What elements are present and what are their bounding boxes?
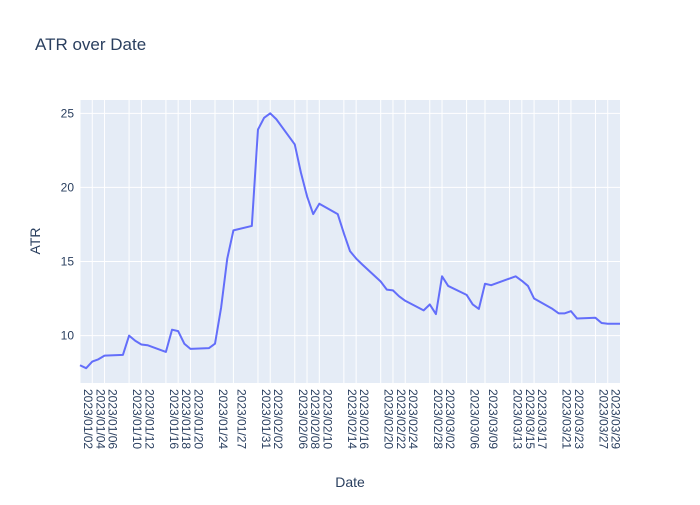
series-line-0 <box>79 112 620 370</box>
x-tick-label: 2023/03/02 <box>443 389 457 449</box>
y-tick-label: 20 <box>61 180 75 194</box>
y-axis-ticks: 10 15 20 25 <box>61 106 75 342</box>
x-tick-label: 2023/01/06 <box>106 389 120 449</box>
x-tick-label: 2023/01/31 <box>259 389 273 449</box>
x-tick-label: 2023/01/02 <box>81 389 95 449</box>
x-tick-label: 2023/01/04 <box>93 389 107 449</box>
x-tick-label: 2023/01/18 <box>179 389 193 449</box>
x-tick-label: 2023/03/27 <box>596 389 610 449</box>
x-tick-label: 2023/01/27 <box>234 389 248 449</box>
x-tick-label: 2023/02/28 <box>431 389 445 449</box>
series-layer <box>79 112 620 370</box>
x-tick-label: 2023/02/24 <box>406 389 420 449</box>
x-tick-label: 2023/02/06 <box>296 389 310 449</box>
y-tick-label: 10 <box>61 329 75 343</box>
x-tick-label: 2023/02/22 <box>394 389 408 449</box>
x-tick-label: 2023/02/10 <box>320 389 334 449</box>
chart-title: ATR over Date <box>35 35 146 54</box>
gridlines <box>79 100 620 383</box>
x-tick-label: 2023/03/09 <box>486 389 500 449</box>
x-tick-label: 2023/02/16 <box>357 389 371 449</box>
x-axis-title: Date <box>335 474 365 490</box>
x-tick-label: 2023/01/20 <box>191 389 205 449</box>
x-tick-label: 2023/03/29 <box>609 389 623 449</box>
x-tick-label: 2023/01/16 <box>167 389 181 449</box>
y-tick-label: 15 <box>61 255 75 269</box>
x-tick-label: 2023/03/17 <box>535 389 549 449</box>
x-tick-label: 2023/03/15 <box>523 389 537 449</box>
y-axis-title: ATR <box>27 228 43 255</box>
x-tick-label: 2023/01/24 <box>216 389 230 449</box>
x-tick-label: 2023/03/13 <box>511 389 525 449</box>
x-tick-label: 2023/03/21 <box>560 389 574 449</box>
x-tick-label: 2023/01/10 <box>130 389 144 449</box>
x-tick-label: 2023/01/12 <box>142 389 156 449</box>
x-tick-label: 2023/02/08 <box>308 389 322 449</box>
plot-area <box>80 100 620 383</box>
x-tick-label: 2023/02/02 <box>271 389 285 449</box>
x-tick-label: 2023/03/06 <box>468 389 482 449</box>
y-tick-label: 25 <box>61 106 75 120</box>
x-tick-label: 2023/02/20 <box>382 389 396 449</box>
x-tick-label: 2023/03/23 <box>572 389 586 449</box>
x-tick-label: 2023/02/14 <box>345 389 359 449</box>
